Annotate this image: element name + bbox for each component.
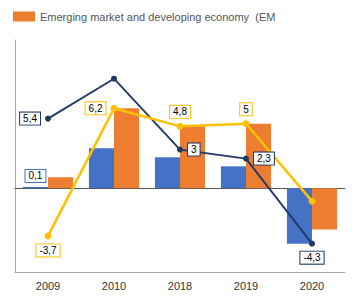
svg-text:5,4: 5,4 xyxy=(23,113,37,124)
svg-text:2018: 2018 xyxy=(168,280,192,292)
svg-text:4,8: 4,8 xyxy=(173,106,187,117)
svg-text:2009: 2009 xyxy=(36,280,60,292)
svg-text:2,3: 2,3 xyxy=(257,153,271,164)
svg-text:3: 3 xyxy=(191,144,197,155)
svg-text:-3,7: -3,7 xyxy=(39,245,57,256)
svg-text:Emerging market and developing: Emerging market and developing economy (… xyxy=(40,11,275,23)
svg-text:2020: 2020 xyxy=(300,280,324,292)
svg-text:0,1: 0,1 xyxy=(29,170,43,181)
svg-text:2019: 2019 xyxy=(234,280,258,292)
svg-text:2010: 2010 xyxy=(102,280,126,292)
svg-text:-4,3: -4,3 xyxy=(303,252,321,263)
svg-text:6,2: 6,2 xyxy=(89,103,103,114)
svg-text:5: 5 xyxy=(243,104,249,115)
